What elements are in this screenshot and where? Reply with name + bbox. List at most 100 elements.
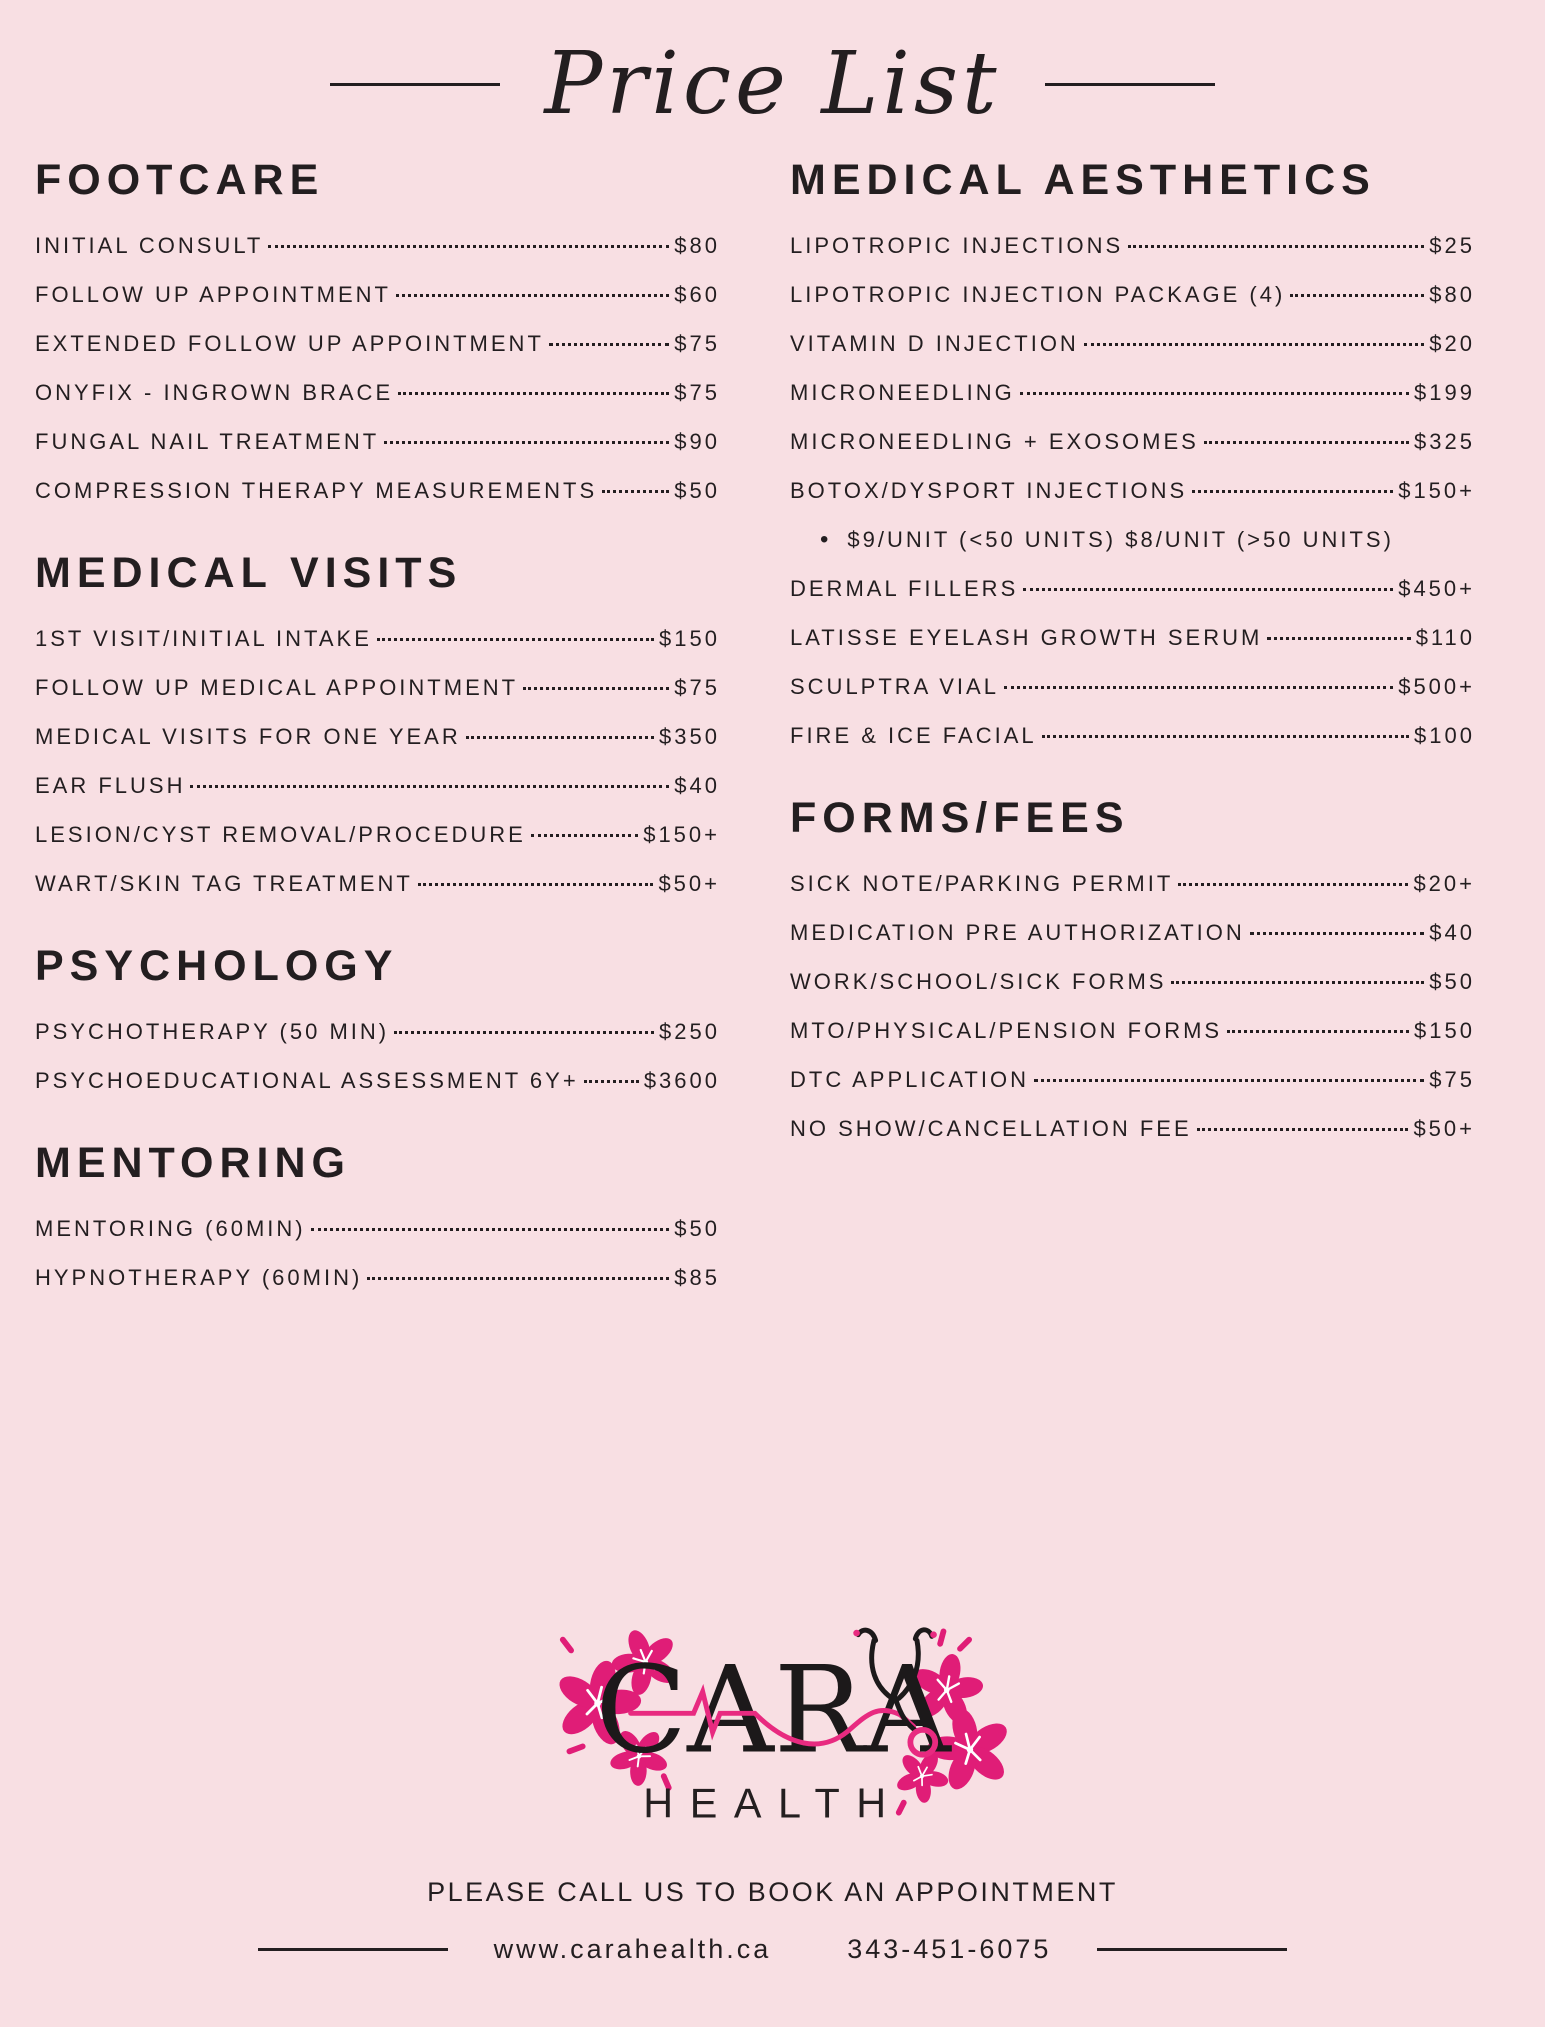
price-row: LIPOTROPIC INJECTIONS $25: [790, 221, 1475, 270]
left-column: FOOTCARE INITIAL CONSULT $80 FOLLOW UP APPO…: [35, 156, 720, 1302]
price-row: HYPNOTHERAPY (60MIN) $85: [35, 1253, 720, 1302]
booking-cta: PLEASE CALL US TO BOOK AN APPOINTMENT: [427, 1876, 1118, 1907]
service-price: $500+: [1398, 674, 1475, 699]
service-price: $199: [1414, 380, 1475, 405]
price-row: LIPOTROPIC INJECTION PACKAGE (4) $80: [790, 270, 1475, 319]
footer-rule-left: [257, 1947, 448, 1951]
dot-leader: [398, 392, 670, 395]
dot-leader: [190, 785, 670, 788]
service-label: FOLLOW UP MEDICAL APPOINTMENT: [35, 675, 519, 700]
dot-leader: [1041, 735, 1410, 738]
service-price: $150: [659, 626, 720, 651]
service-label: MICRONEEDLING: [790, 380, 1015, 405]
service-label: SICK NOTE/PARKING PERMIT: [790, 871, 1174, 896]
service-price: $80: [674, 233, 720, 258]
unit-pricing-note: $9/UNIT (<50 UNITS) $8/UNIT (>50 UNITS): [790, 515, 1475, 564]
service-label: FIRE & ICE FACIAL: [790, 723, 1037, 748]
price-row: LESION/CYST REMOVAL/PROCEDURE $150+: [35, 810, 720, 859]
flower-cluster-left-icon: [541, 1616, 691, 1799]
service-price: $20: [1429, 331, 1475, 356]
service-label: SCULPTRA VIAL: [790, 674, 999, 699]
service-price: $50: [674, 478, 720, 503]
price-row: MICRONEEDLING $199: [790, 368, 1475, 417]
service-price: $450+: [1398, 576, 1475, 601]
dot-leader: [394, 1031, 655, 1034]
dot-leader: [1023, 588, 1394, 591]
section-forms-fees: FORMS/FEES SICK NOTE/PARKING PERMIT $20+ ME…: [790, 794, 1475, 1153]
logo-sub-text: HEALTH: [643, 1781, 902, 1827]
dot-leader: [530, 834, 639, 837]
price-row: EAR FLUSH $40: [35, 761, 720, 810]
price-row: INITIAL CONSULT $80: [35, 221, 720, 270]
dot-leader: [376, 638, 655, 641]
price-row: COMPRESSION THERAPY MEASUREMENTS $50: [35, 466, 720, 515]
flower-cluster-right-icon: [883, 1628, 1013, 1816]
price-row: FIRE & ICE FACIAL $100: [790, 711, 1475, 760]
cara-health-logo: CARA HEALTH: [541, 1616, 1013, 1827]
dot-leader: [1171, 981, 1425, 984]
dot-leader: [1033, 1079, 1425, 1082]
price-row: LATISSE EYELASH GROWTH SERUM $110: [790, 613, 1475, 662]
service-price: $40: [674, 773, 720, 798]
dot-leader: [1203, 441, 1410, 444]
service-label: FOLLOW UP APPOINTMENT: [35, 282, 391, 307]
dot-leader: [1003, 686, 1394, 689]
service-price: $325: [1414, 429, 1475, 454]
title-row: Price List: [0, 28, 1545, 140]
service-price: $85: [674, 1265, 720, 1290]
service-label: 1ST VISIT/INITIAL INTAKE: [35, 626, 372, 651]
service-label: LESION/CYST REMOVAL/PROCEDURE: [35, 822, 526, 847]
service-price: $80: [1429, 282, 1475, 307]
service-label: PSYCHOTHERAPY (50 MIN): [35, 1019, 390, 1044]
price-row: WORK/SCHOOL/SICK FORMS $50: [790, 957, 1475, 1006]
dot-leader: [1019, 392, 1410, 395]
service-label: INITIAL CONSULT: [35, 233, 264, 258]
service-price: $150+: [1398, 478, 1475, 503]
service-label: FUNGAL NAIL TREATMENT: [35, 429, 380, 454]
section-heading: MEDICAL AESTHETICS: [790, 156, 1376, 204]
service-price: $150+: [643, 822, 720, 847]
service-price: $110: [1415, 625, 1475, 650]
service-label: BOTOX/DYSPORT INJECTIONS: [790, 478, 1188, 503]
service-price: $75: [674, 675, 720, 700]
price-row: DTC APPLICATION $75: [790, 1055, 1475, 1104]
service-label: LIPOTROPIC INJECTION PACKAGE (4): [790, 282, 1286, 307]
price-columns: FOOTCARE INITIAL CONSULT $80 FOLLOW UP APPO…: [0, 140, 1545, 1302]
service-price: $150: [1414, 1018, 1475, 1043]
service-price: $350: [659, 724, 720, 749]
service-label: HYPNOTHERAPY (60MIN): [35, 1265, 363, 1290]
service-price: $20+: [1413, 871, 1475, 896]
service-price: $75: [674, 380, 720, 405]
price-list-page: { "page": { "background": "#f8dfe3", "te…: [0, 28, 1545, 2027]
price-row: NO SHOW/CANCELLATION FEE $50+: [790, 1104, 1475, 1153]
dot-leader: [602, 490, 670, 493]
section-mentoring: MENTORING MENTORING (60MIN) $50 HYPNOTHERAP…: [35, 1139, 720, 1302]
page-title: Price List: [544, 34, 1001, 134]
section-medical-visits: MEDICAL VISITS 1ST VISIT/INITIAL INTAKE $1…: [35, 549, 720, 908]
service-label: ONYFIX - INGROWN BRACE: [35, 380, 394, 405]
price-row: VITAMIN D INJECTION $20: [790, 319, 1475, 368]
service-label: EAR FLUSH: [35, 773, 186, 798]
dot-leader: [395, 294, 670, 297]
section-medical-aesthetics: MEDICAL AESTHETICS LIPOTROPIC INJECTIONS $…: [790, 156, 1475, 760]
price-row: BOTOX/DYSPORT INJECTIONS $150+: [790, 466, 1475, 515]
dot-leader: [1192, 490, 1394, 493]
service-label: PSYCHOEDUCATIONAL ASSESSMENT 6Y+: [35, 1068, 579, 1093]
price-row: PSYCHOTHERAPY (50 MIN) $250: [35, 1007, 720, 1056]
price-row: ONYFIX - INGROWN BRACE $75: [35, 368, 720, 417]
price-row: PSYCHOEDUCATIONAL ASSESSMENT 6Y+ $3600: [35, 1056, 720, 1105]
price-row: 1ST VISIT/INITIAL INTAKE $150: [35, 614, 720, 663]
phone-number: 343-451-6075: [847, 1933, 1052, 1964]
dot-leader: [1196, 1128, 1409, 1131]
title-rule-left: [330, 82, 501, 86]
service-label: MEDICAL VISITS FOR ONE YEAR: [35, 724, 461, 749]
footer-rule-right: [1097, 1947, 1288, 1951]
service-label: LATISSE EYELASH GROWTH SERUM: [790, 625, 1263, 650]
dot-leader: [417, 883, 654, 886]
service-label: NO SHOW/CANCELLATION FEE: [790, 1116, 1192, 1141]
price-row: SCULPTRA VIAL $500+: [790, 662, 1475, 711]
service-price: $3600: [643, 1068, 720, 1093]
service-price: $50: [674, 1216, 720, 1241]
dot-leader: [1249, 932, 1425, 935]
service-label: MTO/PHYSICAL/PENSION FORMS: [790, 1018, 1223, 1043]
